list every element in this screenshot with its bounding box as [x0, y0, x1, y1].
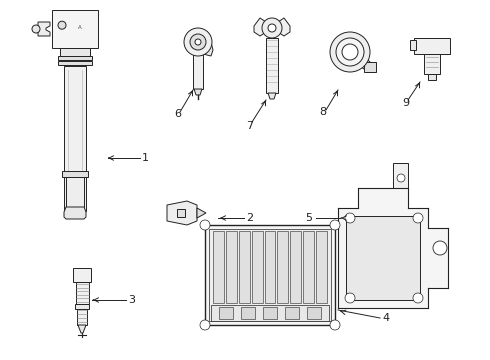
Text: 8: 8	[319, 107, 326, 117]
Circle shape	[200, 320, 210, 330]
Bar	[226, 231, 237, 303]
Bar	[239, 231, 250, 303]
Polygon shape	[360, 60, 374, 72]
Bar	[265, 231, 275, 303]
Circle shape	[433, 241, 447, 255]
Circle shape	[413, 293, 423, 303]
Circle shape	[190, 34, 206, 50]
Bar	[58, 56, 92, 60]
Polygon shape	[194, 89, 202, 95]
Bar	[285, 307, 299, 319]
Circle shape	[336, 38, 364, 66]
Bar	[193, 54, 203, 89]
Polygon shape	[393, 163, 408, 188]
Bar	[424, 54, 440, 74]
Polygon shape	[254, 18, 266, 36]
Bar	[307, 307, 321, 319]
Circle shape	[184, 28, 212, 56]
Text: 2: 2	[246, 213, 253, 223]
Circle shape	[200, 220, 210, 230]
Bar	[303, 231, 314, 303]
Bar	[52, 10, 98, 48]
Bar	[205, 225, 335, 325]
Polygon shape	[64, 207, 86, 219]
Polygon shape	[278, 18, 290, 36]
Polygon shape	[78, 325, 86, 333]
Bar	[58, 61, 92, 65]
Bar	[410, 40, 416, 50]
Text: 5: 5	[305, 213, 312, 223]
Text: 7: 7	[246, 121, 253, 131]
Bar	[209, 229, 331, 321]
Text: 3: 3	[128, 295, 135, 305]
Bar	[266, 38, 278, 93]
Bar	[66, 177, 84, 207]
Bar	[64, 66, 86, 211]
Bar	[277, 231, 288, 303]
Bar	[75, 304, 89, 309]
Bar	[219, 307, 233, 319]
Circle shape	[195, 39, 201, 45]
Polygon shape	[167, 201, 197, 225]
Circle shape	[342, 44, 358, 60]
Bar	[60, 48, 90, 56]
Circle shape	[345, 213, 355, 223]
Circle shape	[32, 25, 40, 33]
Text: A: A	[78, 24, 81, 30]
Bar	[252, 231, 263, 303]
Polygon shape	[338, 188, 448, 308]
Text: 9: 9	[402, 98, 410, 108]
Bar	[77, 309, 87, 325]
Circle shape	[268, 24, 276, 32]
Circle shape	[345, 293, 355, 303]
Text: 4: 4	[382, 313, 389, 323]
Bar	[241, 307, 255, 319]
Bar	[291, 231, 301, 303]
Circle shape	[262, 18, 282, 38]
Circle shape	[330, 220, 340, 230]
Polygon shape	[38, 22, 50, 36]
Polygon shape	[268, 93, 276, 99]
Bar	[428, 74, 436, 80]
Bar	[177, 209, 185, 217]
Bar	[213, 231, 224, 303]
Bar	[211, 305, 329, 321]
Polygon shape	[203, 42, 213, 56]
Bar	[414, 38, 450, 54]
Circle shape	[330, 32, 370, 72]
Bar	[75, 282, 89, 304]
Circle shape	[58, 21, 66, 29]
Text: 6: 6	[174, 109, 181, 119]
Bar	[73, 268, 91, 282]
Polygon shape	[197, 208, 206, 218]
Circle shape	[397, 174, 405, 182]
Bar	[364, 62, 376, 72]
Bar	[316, 231, 327, 303]
Circle shape	[413, 213, 423, 223]
Polygon shape	[346, 216, 420, 300]
Bar	[263, 307, 277, 319]
Text: 1: 1	[142, 153, 149, 163]
Circle shape	[330, 320, 340, 330]
Bar	[62, 171, 88, 177]
